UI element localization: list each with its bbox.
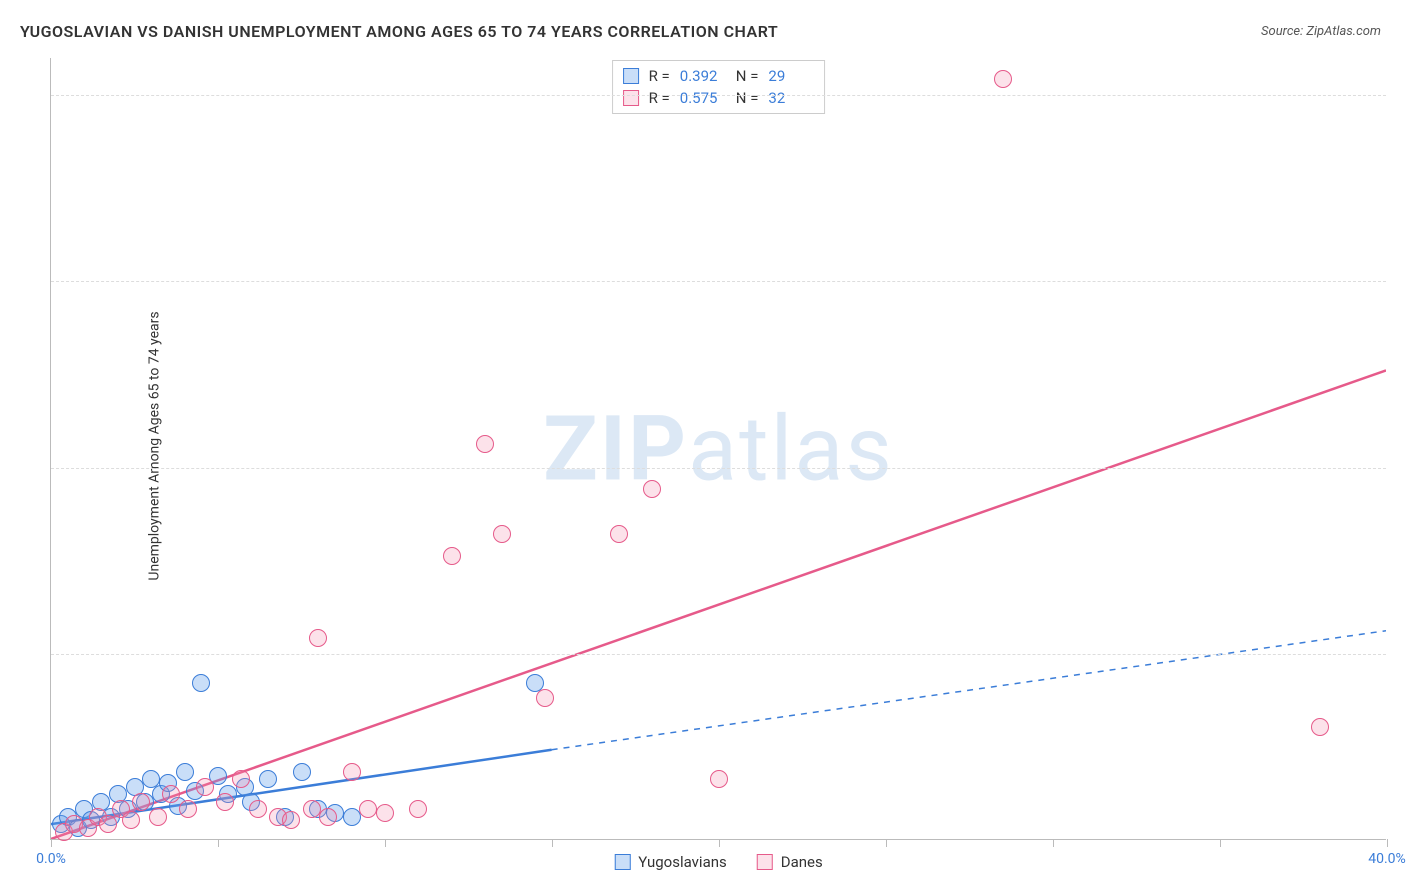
point-dane bbox=[710, 770, 728, 788]
point-dane bbox=[162, 785, 180, 803]
point-dane bbox=[376, 804, 394, 822]
point-yugoslavian bbox=[192, 674, 210, 692]
point-yugoslavian bbox=[259, 770, 277, 788]
swatch-pink bbox=[623, 90, 639, 106]
legend-series: Yugoslavians Danes bbox=[614, 853, 823, 871]
point-dane bbox=[99, 815, 117, 833]
legend-item-yugoslavians: Yugoslavians bbox=[614, 853, 727, 871]
y-tick-label: 50.0% bbox=[1396, 460, 1406, 476]
point-dane bbox=[319, 808, 337, 826]
watermark: ZIPatlas bbox=[543, 396, 894, 501]
point-dane bbox=[303, 800, 321, 818]
point-dane bbox=[216, 793, 234, 811]
x-tick bbox=[1220, 839, 1221, 847]
legend-correlation: R = 0.392 N = 29 R = 0.575 N = 32 bbox=[612, 60, 826, 114]
point-dane bbox=[643, 480, 661, 498]
point-dane bbox=[1311, 718, 1329, 736]
swatch-blue bbox=[623, 68, 639, 84]
point-dane bbox=[409, 800, 427, 818]
x-tick bbox=[886, 839, 887, 847]
point-dane bbox=[343, 763, 361, 781]
gridline bbox=[51, 468, 1386, 469]
legend-row-danes: R = 0.575 N = 32 bbox=[623, 87, 815, 109]
point-dane bbox=[179, 800, 197, 818]
y-tick-label: 25.0% bbox=[1396, 646, 1406, 662]
point-dane bbox=[536, 689, 554, 707]
gridline bbox=[51, 95, 1386, 96]
point-dane bbox=[359, 800, 377, 818]
gridline bbox=[51, 654, 1386, 655]
chart-container: YUGOSLAVIAN VS DANISH UNEMPLOYMENT AMONG… bbox=[0, 0, 1406, 892]
point-dane bbox=[309, 629, 327, 647]
point-yugoslavian bbox=[176, 763, 194, 781]
point-dane bbox=[476, 435, 494, 453]
point-yugoslavian bbox=[293, 763, 311, 781]
x-tick-label: 0.0% bbox=[36, 851, 66, 867]
point-dane bbox=[122, 811, 140, 829]
x-tick bbox=[1053, 839, 1054, 847]
x-tick bbox=[719, 839, 720, 847]
point-dane bbox=[994, 70, 1012, 88]
plot-area: ZIPatlas R = 0.392 N = 29 R = 0.575 N = … bbox=[50, 58, 1386, 840]
gridline bbox=[51, 281, 1386, 282]
legend-item-danes: Danes bbox=[757, 853, 823, 871]
swatch-pink bbox=[757, 854, 773, 870]
source-attribution: Source: ZipAtlas.com bbox=[1261, 24, 1381, 39]
y-tick-label: 100.0% bbox=[1396, 87, 1406, 103]
swatch-blue bbox=[614, 854, 630, 870]
chart-title: YUGOSLAVIAN VS DANISH UNEMPLOYMENT AMONG… bbox=[20, 22, 778, 41]
y-tick-label: 75.0% bbox=[1396, 273, 1406, 289]
x-tick bbox=[218, 839, 219, 847]
x-tick bbox=[385, 839, 386, 847]
point-dane bbox=[149, 808, 167, 826]
point-dane bbox=[196, 778, 214, 796]
point-dane bbox=[282, 811, 300, 829]
point-dane bbox=[493, 525, 511, 543]
point-dane bbox=[610, 525, 628, 543]
point-dane bbox=[232, 770, 250, 788]
x-tick bbox=[1387, 839, 1388, 847]
point-yugoslavian bbox=[343, 808, 361, 826]
point-dane bbox=[443, 547, 461, 565]
legend-row-yugoslavians: R = 0.392 N = 29 bbox=[623, 65, 815, 87]
x-tick bbox=[552, 839, 553, 847]
x-tick-label: 40.0% bbox=[1368, 851, 1406, 867]
x-tick bbox=[51, 839, 52, 847]
point-dane bbox=[132, 793, 150, 811]
point-dane bbox=[249, 800, 267, 818]
